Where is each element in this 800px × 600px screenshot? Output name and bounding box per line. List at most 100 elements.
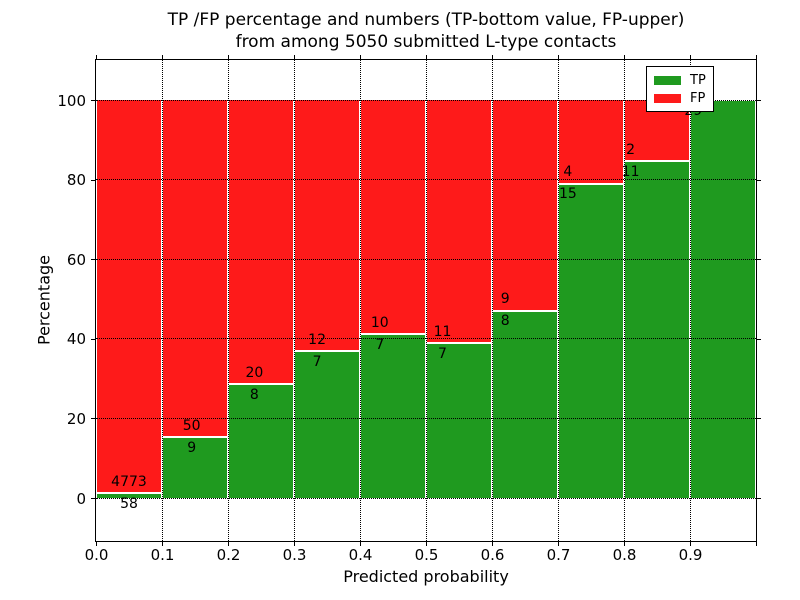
legend-label-fp: FP bbox=[690, 90, 706, 106]
x-tick-label: 0.5 bbox=[414, 546, 439, 564]
bar-segment-fp bbox=[162, 100, 228, 438]
y-tick bbox=[91, 99, 95, 102]
plot-area: 5847739508207127107118915411229 bbox=[95, 59, 757, 542]
legend-label-tp: TP bbox=[690, 72, 706, 88]
x-tick bbox=[227, 541, 230, 546]
chart-title: TP /FP percentage and numbers (TP-bottom… bbox=[96, 9, 756, 53]
x-tick bbox=[491, 55, 494, 59]
chart-title-line-1: TP /FP percentage and numbers (TP-bottom… bbox=[167, 10, 685, 30]
y-tick-label: 60 bbox=[66, 250, 86, 269]
x-tick bbox=[755, 541, 758, 546]
tp-count-label: 7 bbox=[375, 336, 385, 353]
legend: TP FP bbox=[646, 66, 714, 112]
fp-count-label: 4773 bbox=[111, 473, 147, 490]
x-tick-label: 0.3 bbox=[282, 546, 307, 564]
y-tick-label: 0 bbox=[76, 489, 86, 508]
y-tick bbox=[756, 259, 761, 261]
bar-segment-fp bbox=[360, 100, 426, 335]
bar-segment-tp bbox=[228, 384, 294, 498]
y-tick-label: 40 bbox=[66, 330, 86, 349]
y-tick-label: 20 bbox=[66, 409, 86, 428]
x-tick bbox=[557, 55, 560, 59]
x-tick bbox=[425, 541, 428, 546]
fp-count-label: 9 bbox=[500, 291, 510, 308]
chart-title-line-2: from among 5050 submitted L-type contact… bbox=[235, 32, 617, 52]
bar-segment-tp bbox=[294, 351, 360, 498]
x-tick-label: 0.4 bbox=[348, 546, 373, 564]
fp-count-label: 20 bbox=[245, 364, 264, 381]
bar-segment-tp bbox=[624, 161, 690, 498]
bar-segment-tp bbox=[162, 437, 228, 498]
x-gridline bbox=[623, 60, 625, 541]
tp-count-label: 7 bbox=[438, 345, 447, 362]
bar-segment-tp bbox=[690, 100, 756, 498]
y-tick bbox=[756, 179, 761, 181]
tp-count-label: 8 bbox=[500, 313, 510, 330]
y-tick bbox=[91, 418, 95, 420]
tp-count-label: 58 bbox=[120, 495, 138, 512]
fp-count-label: 12 bbox=[308, 331, 326, 348]
x-axis-label: Predicted probability bbox=[343, 567, 509, 586]
tp-count-label: 11 bbox=[621, 163, 640, 180]
x-tick bbox=[95, 55, 98, 59]
x-gridline bbox=[689, 60, 691, 541]
bar-segment-tp bbox=[360, 334, 426, 498]
x-tick-label: 0.0 bbox=[84, 546, 109, 564]
x-tick-label: 0.1 bbox=[150, 546, 175, 564]
x-tick bbox=[689, 541, 692, 546]
bar-segment-fp bbox=[558, 100, 624, 184]
x-tick bbox=[557, 541, 560, 546]
x-tick bbox=[425, 55, 428, 59]
x-gridline bbox=[557, 60, 559, 541]
x-tick bbox=[161, 541, 164, 546]
x-tick bbox=[623, 541, 626, 546]
fp-count-label: 11 bbox=[433, 323, 452, 340]
tp-count-label: 9 bbox=[187, 439, 197, 456]
y-tick bbox=[756, 99, 761, 102]
x-tick bbox=[623, 55, 626, 59]
x-tick bbox=[227, 55, 230, 59]
bar-segment-fp bbox=[228, 100, 294, 385]
x-gridline bbox=[293, 60, 295, 541]
y-tick bbox=[756, 418, 761, 420]
bar-segment-tp bbox=[426, 343, 492, 498]
fp-count-label: 4 bbox=[563, 164, 573, 181]
y-tick-label: 80 bbox=[66, 171, 86, 190]
y-tick bbox=[756, 338, 761, 340]
x-gridline bbox=[359, 60, 361, 541]
x-gridline bbox=[425, 60, 427, 541]
x-gridline bbox=[161, 60, 163, 541]
x-tick-label: 0.9 bbox=[678, 546, 703, 564]
y-tick bbox=[91, 179, 95, 181]
y-tick bbox=[756, 497, 761, 500]
x-tick bbox=[359, 541, 362, 546]
fp-count-label: 2 bbox=[626, 141, 636, 158]
x-tick bbox=[755, 55, 758, 59]
fp-count-label: 50 bbox=[182, 417, 201, 434]
x-tick-label: 0.6 bbox=[480, 546, 505, 564]
x-tick bbox=[293, 55, 296, 59]
x-tick bbox=[491, 541, 494, 546]
tp-count-label: 15 bbox=[558, 186, 577, 203]
bar-segment-fp bbox=[294, 100, 360, 352]
bar-segment-fp bbox=[96, 100, 162, 494]
fp-count-label: 10 bbox=[370, 314, 389, 331]
x-tick-label: 0.7 bbox=[546, 546, 571, 564]
legend-item-fp: FP bbox=[654, 89, 713, 107]
x-tick bbox=[95, 541, 98, 546]
x-tick bbox=[161, 55, 164, 59]
tp-count-label: 8 bbox=[249, 386, 259, 403]
x-tick-label: 0.8 bbox=[612, 546, 637, 564]
y-tick bbox=[91, 338, 95, 340]
bar-segment-tp bbox=[492, 310, 558, 498]
x-tick bbox=[359, 55, 362, 59]
bar-segment-tp bbox=[558, 183, 624, 498]
legend-swatch-fp-icon bbox=[654, 93, 681, 103]
x-tick bbox=[293, 541, 296, 546]
legend-item-tp: TP bbox=[654, 71, 713, 89]
x-tick bbox=[689, 55, 692, 59]
bar-segment-fp bbox=[492, 100, 558, 311]
y-tick bbox=[91, 259, 95, 261]
y-tick bbox=[91, 497, 95, 500]
